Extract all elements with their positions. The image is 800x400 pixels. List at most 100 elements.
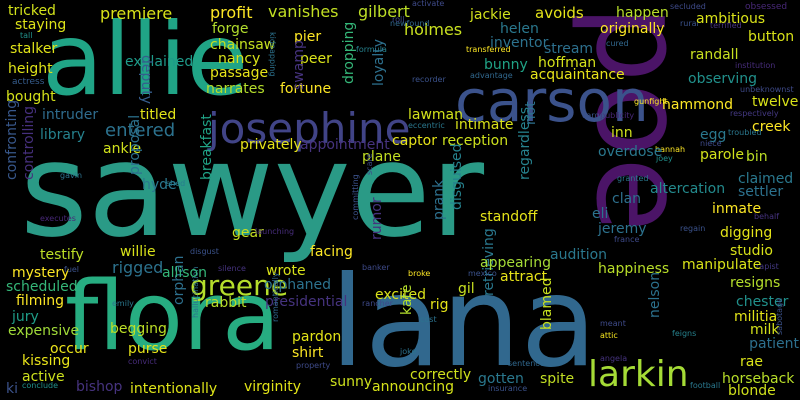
word-sunny: sunny bbox=[330, 374, 373, 390]
word-allison: allison bbox=[162, 265, 207, 281]
word-intentionally: intentionally bbox=[130, 381, 218, 397]
word-bunny: bunny bbox=[484, 57, 528, 73]
word-rabbit: rabbit bbox=[205, 295, 247, 311]
word-meant: meant bbox=[600, 319, 626, 328]
word-patient: patient bbox=[749, 336, 799, 352]
word-banker: banker bbox=[362, 263, 390, 272]
word-originally: originally bbox=[600, 21, 665, 37]
word-confronting: confronting bbox=[4, 99, 20, 180]
word-lana: lana bbox=[330, 250, 598, 395]
word-recorder: recorder bbox=[412, 75, 446, 84]
word-france: france bbox=[614, 235, 640, 244]
word-fortune: fortune bbox=[280, 81, 332, 97]
word-happiness: happiness bbox=[598, 261, 670, 277]
word-unbeknownst: unbeknownst bbox=[740, 85, 794, 94]
word-lawman: lawman bbox=[408, 107, 464, 123]
word-nancy: nancy bbox=[218, 51, 261, 67]
word-fuel: fuel bbox=[64, 265, 80, 274]
word-granted: granted bbox=[617, 174, 649, 183]
word-activate: activate bbox=[412, 0, 445, 8]
word-purse: purse bbox=[128, 341, 168, 357]
word-helen: helen bbox=[500, 21, 539, 37]
word-chester: chester bbox=[736, 294, 789, 310]
word-breakfast: breakfast bbox=[199, 114, 215, 180]
word-hannah: hannah bbox=[655, 145, 686, 154]
word-niece: niece bbox=[700, 139, 722, 148]
word-jackie: jackie bbox=[470, 7, 511, 23]
word-chainsaw: chainsaw bbox=[210, 37, 276, 53]
word-announcing: announcing bbox=[372, 379, 454, 395]
word-football: football bbox=[690, 381, 721, 390]
word-emily: emily bbox=[112, 299, 134, 308]
word-controlling: controlling bbox=[21, 105, 37, 180]
word-digging: digging bbox=[720, 225, 773, 241]
word-clan: clan bbox=[612, 191, 642, 207]
word-carson: carson bbox=[455, 67, 649, 135]
word-facing: facing bbox=[310, 244, 353, 260]
word-property: property bbox=[296, 361, 331, 370]
word-gear: gear bbox=[232, 225, 264, 241]
word-insurance: insurance bbox=[488, 384, 528, 393]
word-dropping: dropping bbox=[341, 21, 357, 84]
word-disgust: disgust bbox=[190, 247, 219, 256]
word-jeremy: jeremy bbox=[598, 221, 647, 237]
word-scare: scare bbox=[365, 153, 374, 175]
word-appointment: appointment bbox=[300, 137, 390, 153]
word-avoids: avoids bbox=[535, 4, 584, 22]
word-intruder: intruder bbox=[42, 107, 99, 123]
word-profit: profit bbox=[210, 3, 253, 22]
word-disguised: disguised bbox=[449, 143, 465, 210]
word-larkin: larkin bbox=[588, 354, 689, 395]
word-overdose: overdose bbox=[598, 144, 663, 160]
word-audition: audition bbox=[550, 247, 608, 263]
word-bought: bought bbox=[6, 89, 56, 105]
word-angela: angela bbox=[600, 354, 628, 363]
word-riot: riot bbox=[523, 101, 539, 125]
word-captor: captor bbox=[392, 133, 437, 149]
word-broke: broke bbox=[408, 269, 431, 278]
word-premiere: premiere bbox=[100, 4, 173, 23]
word-excited: excited bbox=[375, 287, 426, 303]
word-deputy: deputy bbox=[138, 55, 154, 105]
word-resigns: resigns bbox=[730, 275, 781, 291]
word-jury: jury bbox=[12, 309, 39, 325]
word-behalf: behalf bbox=[754, 212, 780, 221]
word-eccentric: eccentric bbox=[408, 121, 445, 130]
word-greene: greene bbox=[190, 269, 289, 302]
word-entered: entered bbox=[105, 120, 176, 141]
word-appearing: appearing bbox=[480, 255, 551, 271]
word-formula: formula bbox=[356, 45, 387, 54]
word-rural: rural bbox=[680, 19, 699, 28]
word-occur: occur bbox=[50, 341, 89, 357]
word-randall: randall bbox=[690, 47, 739, 63]
word-executes: executes bbox=[40, 214, 76, 223]
word-horseback: horseback bbox=[722, 371, 795, 387]
word-plane: plane bbox=[362, 149, 401, 165]
word-settler: settler bbox=[738, 184, 784, 200]
word-stream: stream bbox=[544, 41, 594, 57]
word-launching: launching bbox=[255, 227, 295, 236]
word-acquaintance: acquaintance bbox=[530, 67, 625, 83]
word-romantically: romantically bbox=[271, 272, 280, 322]
word-josephine: josephine bbox=[208, 104, 411, 153]
word-joey: joey bbox=[656, 154, 673, 163]
word-advantage: advantage bbox=[470, 71, 513, 80]
word-feigns: feigns bbox=[672, 329, 697, 338]
word-egg: egg bbox=[700, 127, 727, 143]
word-mystery: mystery bbox=[12, 265, 70, 281]
word-hoffman: hoffman bbox=[538, 55, 597, 71]
word-active: active bbox=[22, 369, 65, 385]
word-narrates: narrates bbox=[206, 81, 265, 97]
word-tricked: tricked bbox=[8, 3, 56, 19]
word-ankle: ankle bbox=[103, 141, 142, 157]
word-scheduled: scheduled bbox=[6, 279, 78, 295]
word-privately: privately bbox=[240, 137, 302, 153]
word-twelve: twelve bbox=[752, 94, 799, 110]
word-blamed: blamed bbox=[539, 277, 555, 331]
word-attic: attic bbox=[600, 331, 618, 340]
word-height: height bbox=[8, 61, 53, 77]
word-peer: peer bbox=[300, 51, 332, 67]
word-parole: parole bbox=[700, 147, 744, 163]
word-gunfight: gunfight bbox=[634, 97, 668, 106]
word-explained: explained bbox=[125, 54, 194, 70]
